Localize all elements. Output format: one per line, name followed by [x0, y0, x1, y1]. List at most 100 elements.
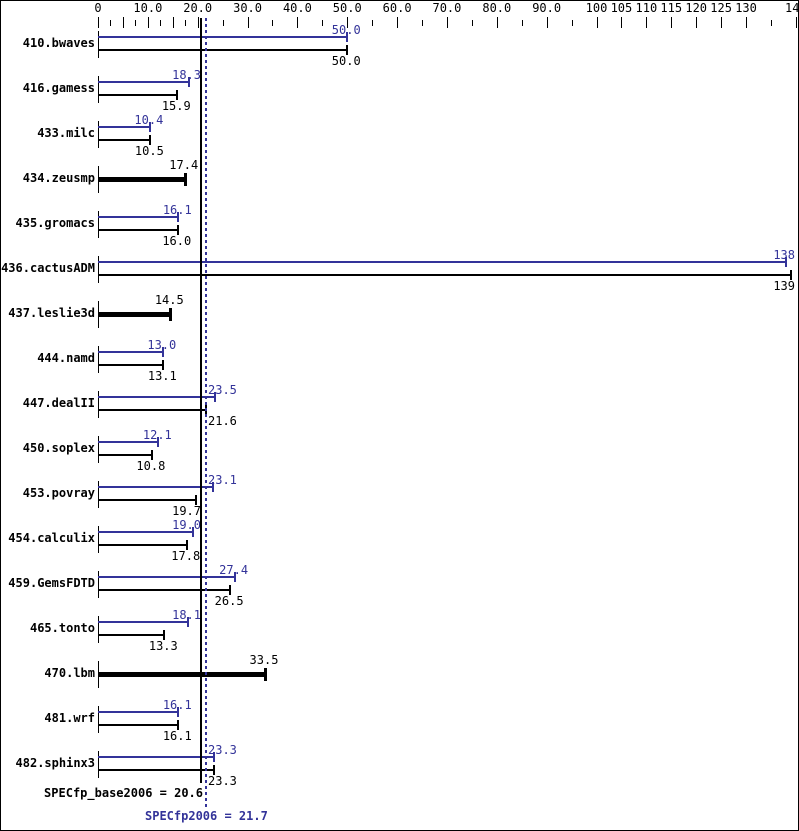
x-axis-tick-label: 140	[785, 1, 799, 15]
x-axis-major-tick	[597, 17, 598, 28]
peak-bar	[98, 36, 348, 38]
base-bar	[98, 364, 164, 366]
x-axis-tick-label: 90.0	[532, 1, 562, 15]
bar-value-label: 10.8	[136, 459, 166, 473]
x-axis-major-tick	[98, 17, 99, 28]
peak-bar	[98, 261, 786, 263]
x-axis-minor-tick	[372, 20, 373, 26]
bar-value-label: 10.4	[134, 113, 164, 127]
x-axis-tick-label: 10.0	[133, 1, 163, 15]
benchmark-row: 453.povray 23.1 19.7	[1, 473, 798, 518]
row-axis-line	[98, 481, 99, 508]
row-axis-line	[98, 121, 99, 148]
x-axis-minor-tick	[223, 20, 224, 26]
peak-bar-cap	[177, 212, 180, 222]
x-axis-major-tick	[497, 17, 498, 28]
peak-bar-cap	[213, 752, 216, 762]
benchmark-row: 447.dealII 23.5 21.6	[1, 383, 798, 428]
peak-bar-cap	[346, 32, 349, 42]
x-axis-tick-label: 40.0	[282, 1, 312, 15]
peak-bar	[98, 711, 179, 713]
benchmark-row: 481.wrf 16.1 16.1	[1, 698, 798, 743]
row-axis-line	[98, 526, 99, 553]
x-axis-major-tick	[721, 17, 722, 28]
base-bar	[98, 229, 178, 231]
bar-value-label: 15.9	[161, 99, 191, 113]
base-bar-cap	[162, 360, 165, 370]
bar-value-label: 23.5	[208, 383, 237, 397]
peak-bar	[98, 81, 190, 83]
peak-mean-label: SPECfp2006 = 21.7	[145, 809, 268, 823]
bar-value-label: 50.0	[331, 54, 361, 68]
peak-bar	[98, 576, 235, 578]
peak-bar	[98, 126, 150, 128]
benchmark-label: 454.calculix	[8, 531, 95, 545]
bar-value-label: 23.3	[208, 743, 237, 757]
bar-value-label: 17.4	[169, 158, 199, 172]
x-axis-tick-label: 100	[585, 1, 608, 15]
benchmark-label: 465.tonto	[29, 621, 95, 635]
base-bar-cap	[183, 173, 187, 186]
base-bar-cap	[169, 308, 173, 321]
row-axis-line	[98, 616, 99, 643]
bar-value-label: 139	[773, 279, 796, 293]
base-bar	[98, 769, 215, 771]
bar-value-label: 16.1	[162, 698, 192, 712]
bar-value-label: 19.0	[172, 518, 202, 532]
x-axis-major-tick	[646, 17, 647, 28]
x-axis-minor-tick	[771, 20, 772, 26]
x-axis-minor-tick	[135, 20, 136, 26]
x-axis-major-tick	[696, 17, 697, 28]
base-bar-cap	[789, 270, 792, 280]
base-bar	[98, 177, 185, 182]
row-axis-line	[98, 76, 99, 103]
base-bar	[98, 499, 197, 501]
benchmark-label: 437.leslie3d	[8, 306, 95, 320]
bar-value-label: 50.0	[331, 23, 361, 37]
benchmark-label: 470.lbm	[44, 666, 95, 680]
benchmark-row: 416.gamess 18.3 15.9	[1, 68, 798, 113]
x-axis-major-tick	[621, 17, 622, 28]
peak-bar-cap	[212, 482, 215, 492]
bar-value-label: 18.1	[172, 608, 202, 622]
bar-value-label: 19.7	[172, 504, 202, 518]
row-axis-line	[98, 751, 99, 778]
x-axis-minor-tick	[160, 20, 161, 26]
bar-value-label: 16.0	[162, 234, 192, 248]
base-bar-cap	[195, 495, 198, 505]
peak-bar	[98, 441, 159, 443]
x-axis-major-tick	[671, 17, 672, 28]
row-axis-line	[98, 211, 99, 238]
bar-value-label: 23.3	[208, 774, 237, 788]
base-bar-cap	[150, 450, 153, 460]
x-axis-minor-tick	[110, 20, 111, 26]
bar-value-label: 12.1	[142, 428, 172, 442]
benchmark-label: 447.dealII	[22, 396, 95, 410]
benchmark-label: 444.namd	[37, 351, 95, 365]
x-axis-major-tick	[173, 17, 174, 28]
x-axis-major-tick	[123, 17, 124, 28]
benchmark-label: 482.sphinx3	[15, 756, 95, 770]
benchmark-row: 450.soplex 12.1 10.8	[1, 428, 798, 473]
benchmark-row: 454.calculix 19.0 17.8	[1, 518, 798, 563]
base-bar-cap	[346, 45, 349, 55]
base-bar	[98, 544, 187, 546]
x-axis-tick-label: 20.0	[183, 1, 213, 15]
benchmark-row: 470.lbm 33.5	[1, 653, 798, 698]
row-axis-line	[98, 571, 99, 598]
bar-value-label: 16.1	[162, 203, 192, 217]
benchmark-label: 434.zeusmp	[22, 171, 95, 185]
bar-value-label: 27.4	[219, 563, 249, 577]
benchmark-row: 434.zeusmp 17.4	[1, 158, 798, 203]
row-axis-line	[98, 436, 99, 463]
peak-bar-cap	[187, 617, 190, 627]
base-bar	[98, 724, 179, 726]
x-axis-minor-tick	[522, 20, 523, 26]
peak-bar-cap	[214, 392, 217, 402]
x-axis-tick-label: 80.0	[482, 1, 512, 15]
peak-bar	[98, 756, 215, 758]
benchmark-label: 416.gamess	[22, 81, 95, 95]
bar-value-label: 33.5	[249, 653, 279, 667]
x-axis-major-tick	[397, 17, 398, 28]
